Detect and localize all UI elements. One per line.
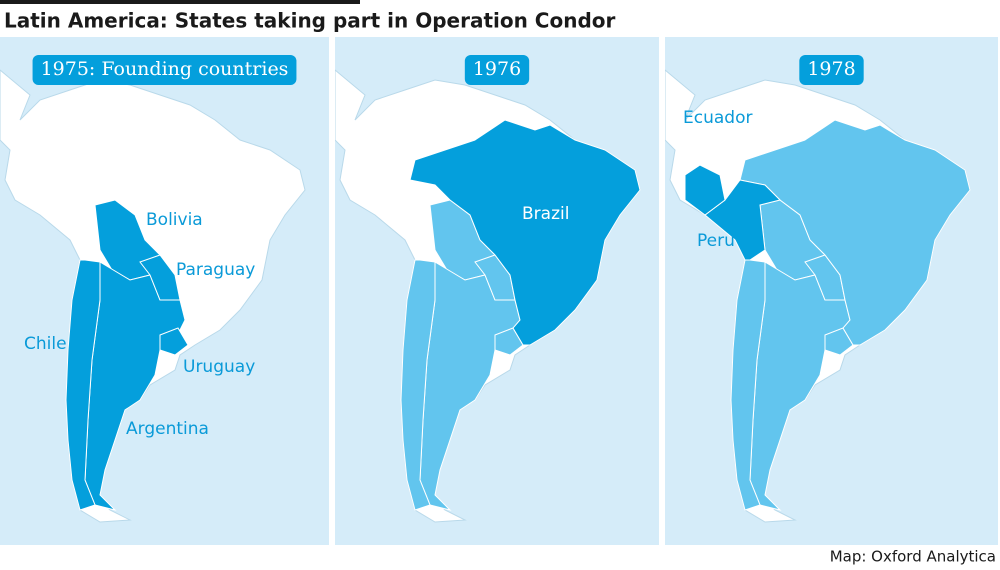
heading-box (799, 55, 864, 85)
country (400, 259, 436, 511)
country-label: Uruguay (183, 357, 255, 377)
map (0, 37, 329, 545)
heading-box (32, 55, 297, 85)
country-label: Chile (24, 334, 67, 354)
country-label: Paraguay (176, 260, 255, 280)
country-label: Bolivia (146, 210, 203, 230)
country (704, 179, 781, 261)
country-label: Brazil (522, 204, 569, 224)
land (0, 69, 306, 523)
country (409, 119, 641, 346)
country (684, 164, 726, 216)
country (494, 327, 524, 356)
top-rule (0, 0, 360, 4)
map (335, 37, 659, 545)
panel-heading: 1975: Founding countries (41, 58, 289, 80)
country (824, 327, 854, 356)
title: Latin America: States taking part in Ope… (4, 9, 616, 33)
country (65, 259, 101, 511)
country-label: Ecuador (683, 108, 752, 128)
land (665, 69, 971, 523)
country (139, 254, 181, 301)
panel: Brazil 1976 (335, 37, 659, 545)
panel-heading: 1978 (807, 58, 855, 80)
panel: Ecuador Peru 1978 (665, 37, 998, 545)
heading-box (464, 55, 530, 85)
country-label: Peru (697, 231, 735, 251)
country-label: Argentina (126, 419, 209, 439)
country (730, 259, 766, 511)
source: Map: Oxford Analytica (830, 548, 996, 566)
map (665, 37, 998, 545)
country (159, 327, 189, 356)
land (335, 69, 641, 523)
panel-heading: 1976 (473, 58, 521, 80)
panel: Bolivia Paraguay Chile Uruguay Argentina… (0, 37, 329, 545)
